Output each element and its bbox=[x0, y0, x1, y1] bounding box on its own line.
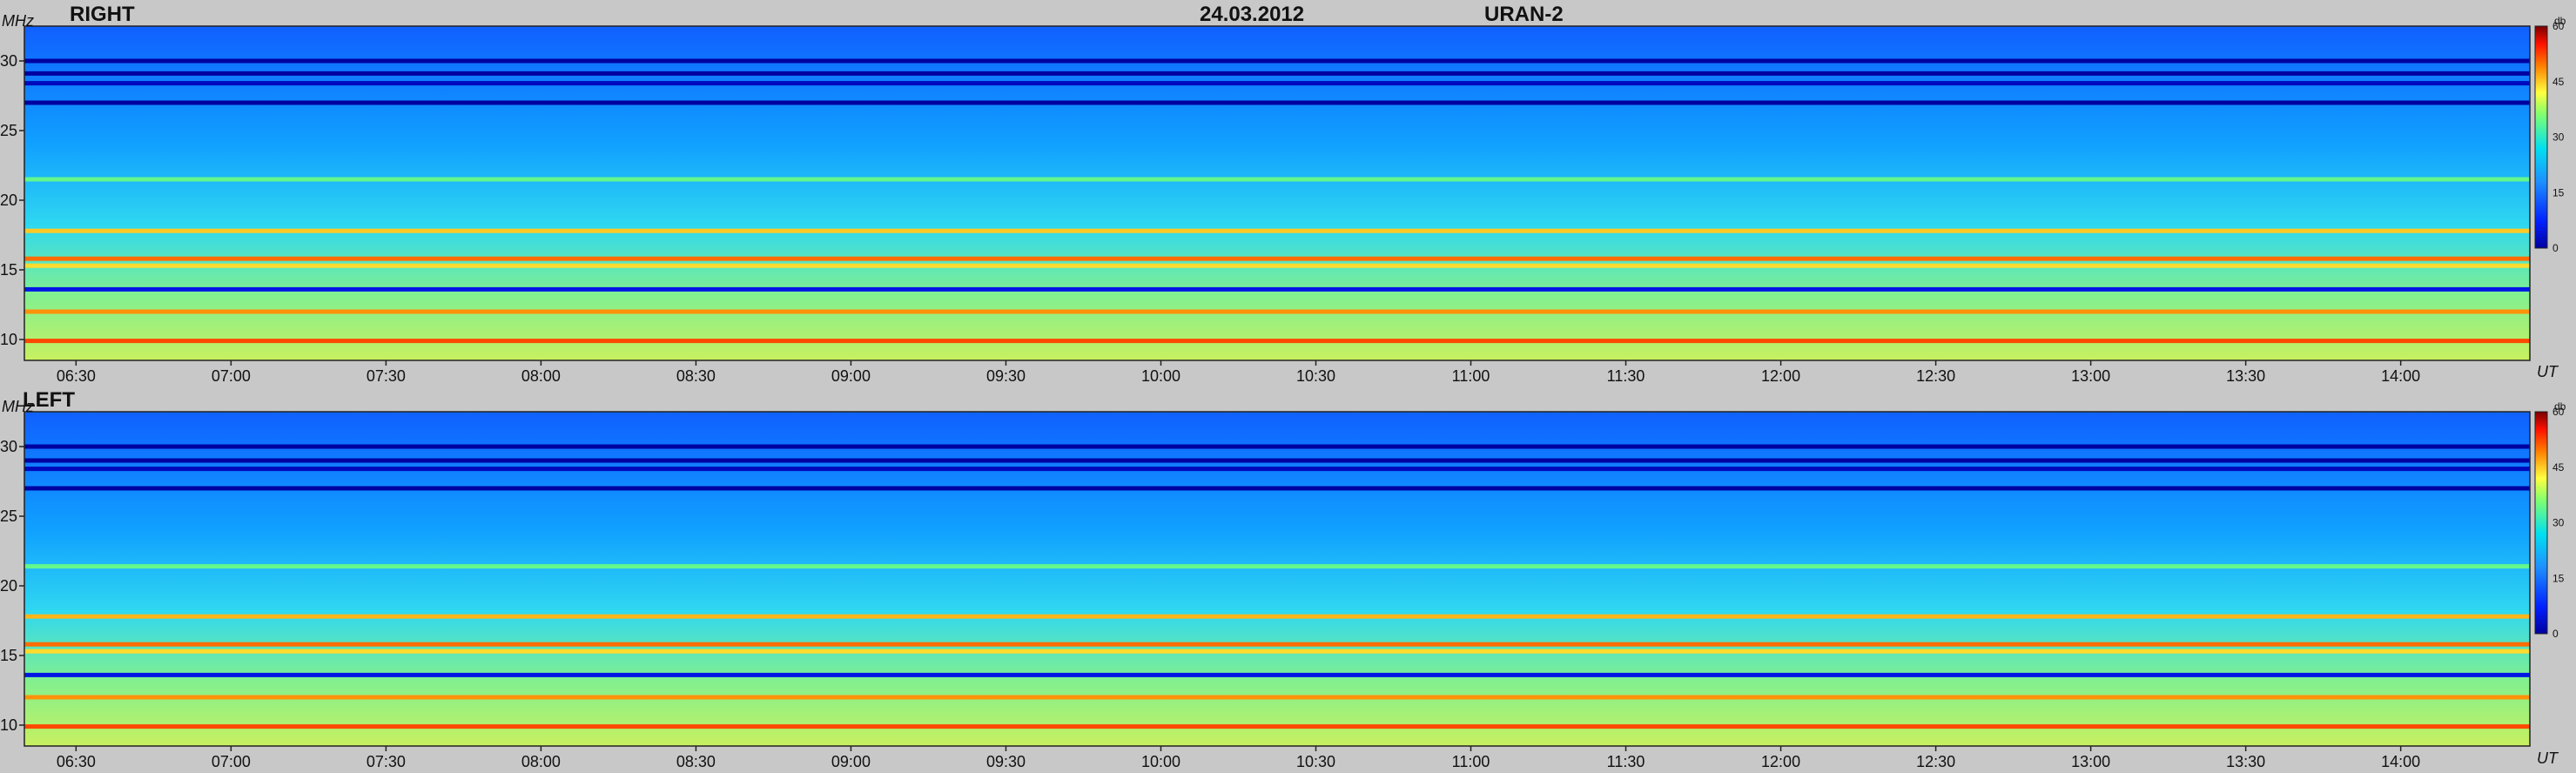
frequency-band bbox=[24, 695, 2530, 700]
x-tick-label: 13:00 bbox=[2071, 367, 2110, 385]
colorbar-tick-label: 0 bbox=[2552, 628, 2559, 640]
y-tick-label: 20 bbox=[0, 577, 17, 595]
colorbar-tick-label: 15 bbox=[2552, 186, 2565, 198]
colorbar-unit: db bbox=[2554, 400, 2566, 413]
y-tick-label: 30 bbox=[0, 52, 17, 70]
x-tick-label: 12:00 bbox=[1761, 753, 1800, 770]
x-tick-label: 08:30 bbox=[676, 753, 716, 770]
bands-left bbox=[24, 412, 2530, 746]
y-tick-label: 25 bbox=[0, 122, 17, 139]
x-tick-label: 11:30 bbox=[1607, 753, 1645, 770]
x-tick-label: 08:00 bbox=[521, 367, 561, 385]
x-tick-label: 12:00 bbox=[1761, 367, 1800, 385]
spectrogram-left: LEFT MHz UT 10 15 20 25 30 06:30 07:00 07:30 08… bbox=[0, 388, 2566, 770]
x-tick-label: 07:30 bbox=[367, 367, 406, 385]
frequency-band bbox=[24, 458, 2530, 463]
x-tick-label: 12:30 bbox=[1916, 367, 1955, 385]
x-tick-label: 10:00 bbox=[1141, 753, 1180, 770]
y-axis-left: 10 15 20 25 30 bbox=[0, 438, 24, 734]
y-unit-right: MHz bbox=[2, 12, 34, 30]
y-tick-label: 30 bbox=[0, 438, 17, 455]
x-tick-label: 10:30 bbox=[1296, 367, 1335, 385]
panel-title-left: LEFT bbox=[23, 388, 75, 412]
instrument-name: URAN-2 bbox=[1484, 3, 1564, 26]
frequency-band bbox=[24, 309, 2530, 314]
y-tick-label: 25 bbox=[0, 507, 17, 525]
y-tick-label: 10 bbox=[0, 716, 17, 734]
colorbar-tick-label: 60 bbox=[2552, 20, 2565, 32]
x-tick-label: 08:00 bbox=[521, 753, 561, 770]
frequency-band bbox=[24, 228, 2530, 233]
x-tick-label: 09:30 bbox=[986, 753, 1026, 770]
y-tick-label: 20 bbox=[0, 192, 17, 209]
y-tick-label: 15 bbox=[0, 261, 17, 279]
colorbar-left: db 0 15 30 45 60 bbox=[2534, 400, 2566, 640]
x-tick-label: 08:30 bbox=[676, 367, 716, 385]
frequency-band bbox=[24, 71, 2530, 76]
frequency-band bbox=[24, 649, 2530, 654]
frequency-band bbox=[24, 286, 2530, 292]
colorbar-tick-label: 45 bbox=[2552, 461, 2565, 474]
frequency-band bbox=[24, 177, 2530, 182]
x-tick-label: 11:30 bbox=[1607, 367, 1645, 385]
x-tick-label: 13:30 bbox=[2226, 367, 2265, 385]
frequency-band bbox=[24, 100, 2530, 105]
colorbar-tick-label: 30 bbox=[2552, 517, 2565, 529]
frequency-band bbox=[24, 642, 2530, 647]
colorbar-tick-label: 30 bbox=[2552, 131, 2565, 144]
colorbar-tick-label: 60 bbox=[2552, 406, 2565, 418]
x-unit-right: UT bbox=[2537, 363, 2559, 380]
x-tick-label: 11:00 bbox=[1452, 753, 1490, 770]
x-tick-label: 13:00 bbox=[2071, 753, 2110, 770]
x-unit-left: UT bbox=[2537, 749, 2559, 767]
bands-right bbox=[24, 26, 2530, 360]
x-tick-label: 11:00 bbox=[1452, 367, 1490, 385]
x-tick-label: 09:00 bbox=[831, 367, 871, 385]
y-tick-label: 10 bbox=[0, 331, 17, 348]
x-axis-right: 06:30 07:00 07:30 08:00 08:30 09:00 09:30 10:00… bbox=[57, 360, 2420, 385]
x-tick-label: 14:00 bbox=[2381, 753, 2420, 770]
frequency-band bbox=[24, 256, 2530, 261]
x-tick-label: 10:00 bbox=[1141, 367, 1180, 385]
colorbar-tick-label: 0 bbox=[2552, 242, 2559, 254]
x-tick-label: 09:00 bbox=[831, 753, 871, 770]
colorbar-unit: db bbox=[2554, 15, 2566, 27]
frequency-band bbox=[24, 614, 2530, 619]
x-tick-label: 10:30 bbox=[1296, 753, 1335, 770]
frequency-band bbox=[24, 444, 2530, 449]
observation-date: 24.03.2012 bbox=[1200, 3, 1304, 26]
frequency-band bbox=[24, 724, 2530, 729]
frequency-band bbox=[24, 81, 2530, 86]
x-axis-left: 06:30 07:00 07:30 08:00 08:30 09:00 09:30 10:00… bbox=[57, 746, 2420, 770]
frequency-band bbox=[24, 672, 2530, 677]
x-tick-label: 06:30 bbox=[57, 367, 96, 385]
x-tick-label: 12:30 bbox=[1916, 753, 1955, 770]
frequency-band bbox=[24, 339, 2530, 344]
y-axis-right: 10 15 20 25 30 bbox=[0, 52, 24, 348]
x-tick-label: 07:00 bbox=[212, 753, 251, 770]
y-unit-left: MHz bbox=[2, 398, 34, 415]
x-tick-label: 14:00 bbox=[2381, 367, 2420, 385]
x-tick-label: 06:30 bbox=[57, 753, 96, 770]
y-tick-label: 15 bbox=[0, 647, 17, 664]
frequency-band bbox=[24, 564, 2530, 569]
x-tick-label: 13:30 bbox=[2226, 753, 2265, 770]
frequency-band bbox=[24, 486, 2530, 491]
colorbar-tick-label: 45 bbox=[2552, 76, 2565, 88]
x-tick-label: 09:30 bbox=[986, 367, 1026, 385]
frequency-band bbox=[24, 467, 2530, 472]
colorbar-gradient bbox=[2534, 411, 2548, 635]
colorbar-gradient bbox=[2534, 25, 2548, 249]
panel-title-right: RIGHT bbox=[70, 3, 135, 26]
x-tick-label: 07:00 bbox=[212, 367, 251, 385]
x-tick-label: 07:30 bbox=[367, 753, 406, 770]
colorbar-right: db 0 15 30 45 60 bbox=[2534, 15, 2566, 254]
colorbar-tick-label: 15 bbox=[2552, 572, 2565, 584]
frequency-band bbox=[24, 58, 2530, 64]
frequency-band bbox=[24, 263, 2530, 268]
